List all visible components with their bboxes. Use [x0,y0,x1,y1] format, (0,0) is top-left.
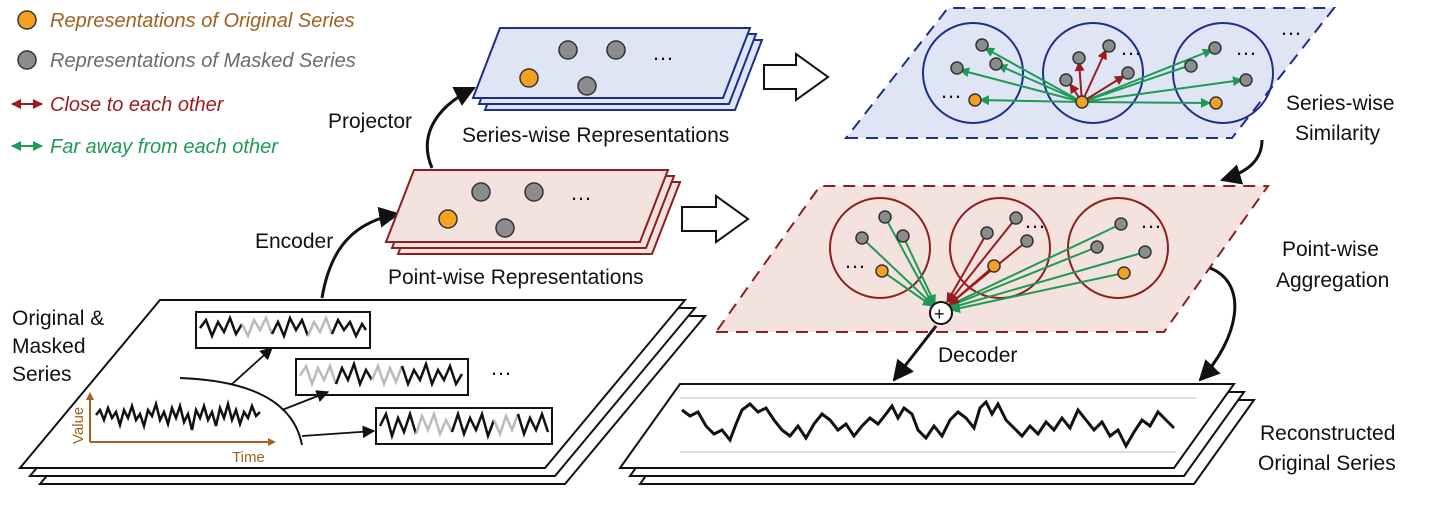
legend-far-label: Far away from each other [50,136,279,158]
encoder-arrow [320,206,401,299]
masked-series-3 [375,407,553,445]
series-wise-similarity-plane: … … … … [843,7,1337,139]
sim-ellipsis-plane: … [1280,15,1302,40]
masking-arc [179,377,303,446]
agg-ellipsis-3: … [1140,208,1162,233]
value-axis-label: Value [70,407,87,444]
aggregation-to-output-arrow [1198,266,1237,382]
point-wise-aggregation-label: Point-wise [1282,238,1379,261]
projector-label: Projector [328,110,412,133]
mask-arrow-1 [231,347,273,385]
similarity-to-aggregation-arrow [1219,139,1264,185]
reconstructed-series-stack [618,383,1256,485]
point-wise-aggregation-label-2: Aggregation [1276,269,1389,292]
series-wise-similarity-label: Series-wise [1286,92,1395,115]
original-masked-label: Original & [12,307,104,330]
point-wise-repr-label: Point-wise Representations [388,266,644,289]
legend: Representations of Original Series Repre… [11,10,356,158]
agg-ellipsis-2: … [1024,208,1046,233]
point-wise-representation-stack: … [384,169,682,255]
mask-arrow-3 [301,425,376,439]
hollow-arrow-top [763,52,830,102]
mask-arrow-2 [281,390,330,411]
agg-ellipsis-1: … [844,248,866,273]
masked-series-ellipsis: … [490,355,512,380]
legend-masked-dot [17,50,37,70]
legend-original-label: Representations of Original Series [50,10,355,32]
point-wise-aggregation-plane: … … … + [714,185,1270,333]
decoder-arrow [892,325,938,382]
original-masked-label-2: Masked [12,335,86,358]
aggregation-green-arrows [861,216,1146,314]
reconstructed-series-line [681,399,1176,450]
original-masked-label-3: Series [12,363,72,386]
series-wise-similarity-label-2: Similarity [1295,122,1381,145]
legend-close-label: Close to each other [50,94,225,116]
reconstructed-label: Reconstructed [1260,422,1395,445]
sim-ellipsis-3: … [1235,35,1257,60]
point-wise-ellipsis: … [570,180,592,205]
sim-ellipsis-1: … [940,78,962,103]
series-wise-repr-label: Series-wise Representations [462,124,729,147]
reconstructed-label-2: Original Series [1258,452,1396,475]
sim-ellipsis-2: … [1120,35,1142,60]
masked-series-1 [195,311,371,349]
aggregation-red-arrows [946,217,1028,306]
series-wise-ellipsis: … [652,40,674,65]
masked-series-2 [295,358,469,396]
decoder-label: Decoder [938,344,1017,367]
series-wise-representation-stack: … [471,27,764,111]
sum-node [929,301,953,325]
legend-masked-label: Representations of Masked Series [50,50,356,72]
encoder-label: Encoder [255,230,333,253]
legend-original-dot [17,10,37,30]
projector-arrow [425,86,476,169]
sum-node-plus: + [934,304,945,324]
hollow-arrow-middle [681,194,750,244]
original-series-plot: Value Time [70,392,276,466]
similarity-far-arrows [959,47,1243,108]
time-axis-label: Time [232,449,265,466]
